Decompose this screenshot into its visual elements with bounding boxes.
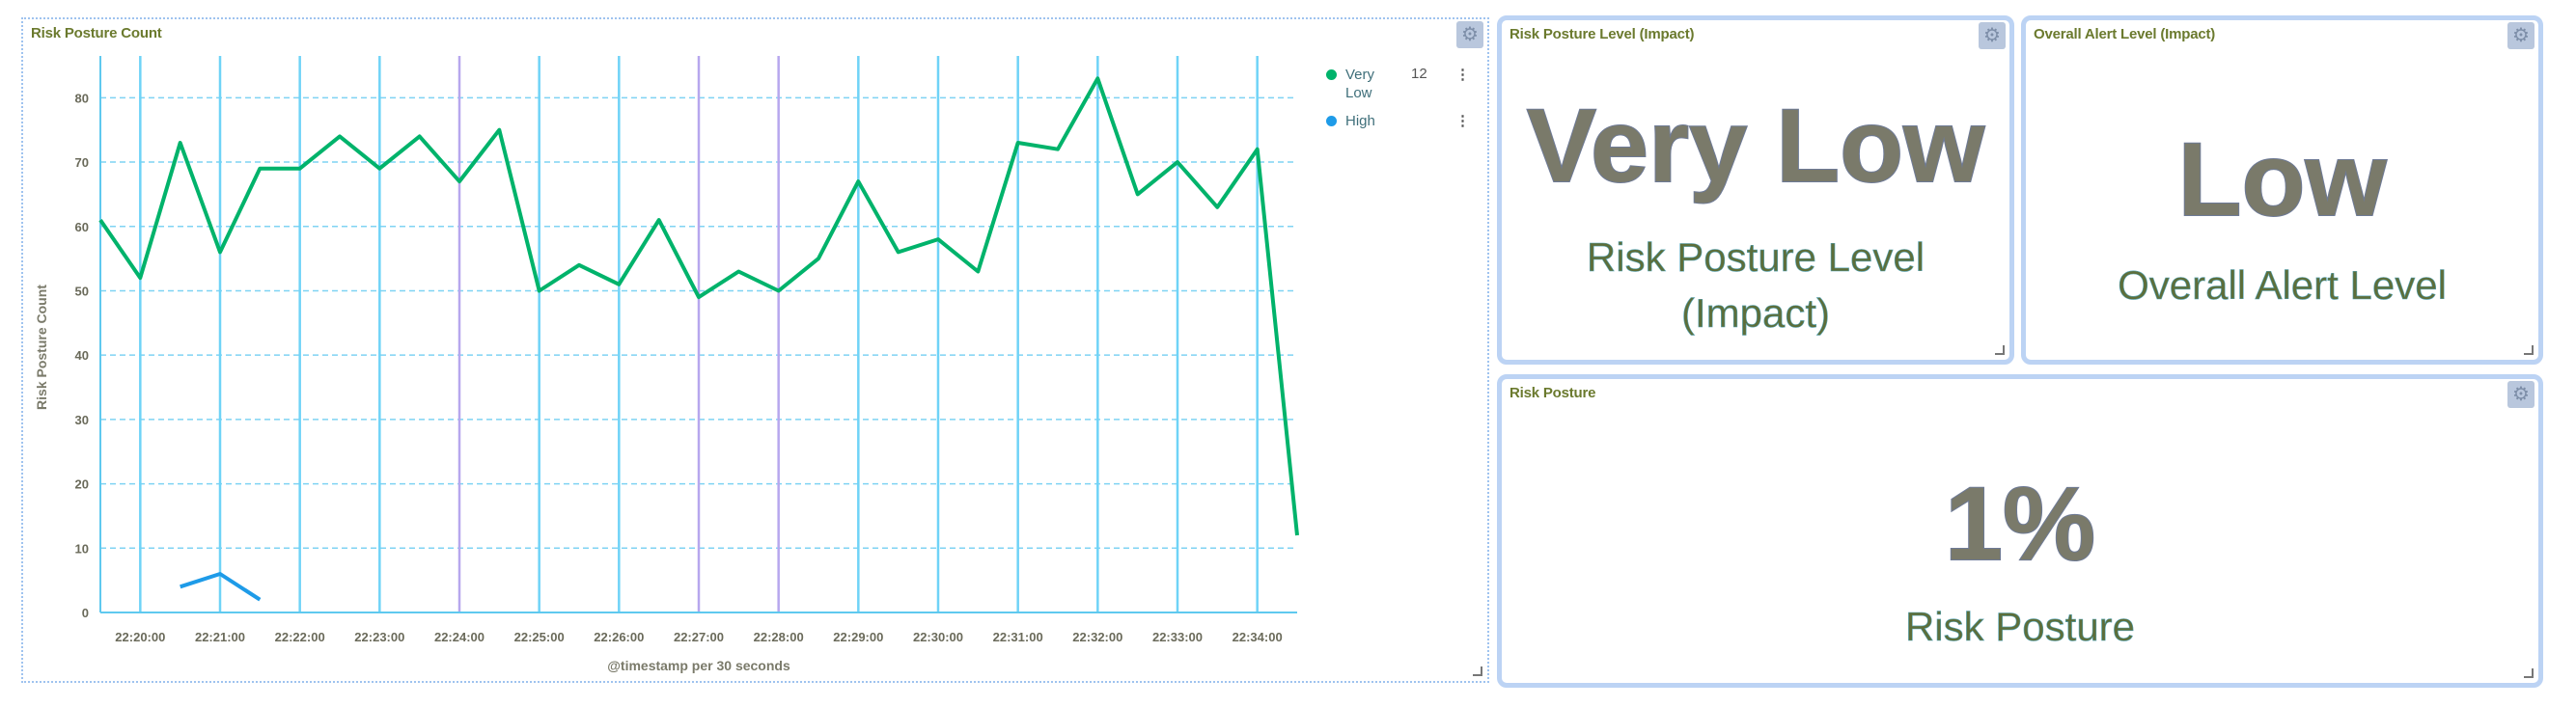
y-tick-label: 30 [75,413,89,427]
x-tick-label: 22:23:00 [354,630,404,644]
x-tick-label: 22:30:00 [913,630,963,644]
metric-label-line2: (Impact) [1680,290,1831,337]
gear-icon[interactable]: ⚙ [2507,381,2534,408]
legend-label: High [1345,113,1375,129]
panel-title: Risk Posture Count [31,25,162,41]
series-line-very-low [98,76,1299,536]
panel-title: Overall Alert Level (Impact) [2034,26,2216,42]
y-tick-label: 40 [75,348,89,363]
metric-value: 1% [1944,465,2096,583]
legend-dot-very-low [1326,69,1337,80]
x-tick-label: 22:21:00 [195,630,245,644]
metric-label: Risk Posture Level (Impact) [1502,230,2009,341]
metric-label: Overall Alert Level [2118,262,2447,309]
x-tick-label: 22:33:00 [1152,630,1203,644]
risk-posture-count-panel: Risk Posture Count ⚙ 0 10 20 30 40 50 60 70 80 22… [21,17,1489,683]
overall-alert-level-panel: Overall Alert Level (Impact) ⚙ Low Overa… [2021,15,2543,365]
kebab-icon[interactable]: ⋮ [1455,67,1470,83]
line-chart: 0 10 20 30 40 50 60 70 80 22:20:00 22:21:00 22:22:0… [34,56,1299,673]
y-tick-label: 20 [75,477,89,492]
resize-handle[interactable] [2524,345,2534,355]
x-tick-label: 22:22:00 [275,630,325,644]
x-tick-label: 22:28:00 [754,630,804,644]
x-axis-label: @timestamp per 30 seconds [607,658,790,673]
resize-handle[interactable] [2524,668,2534,678]
y-tick-label: 0 [82,606,89,620]
x-tick-label: 22:32:00 [1072,630,1122,644]
x-tick-label: 22:31:00 [993,630,1043,644]
panel-title: Risk Posture Level (Impact) [1510,26,1695,42]
x-tick-label: 22:20:00 [115,630,165,644]
legend-value: 12 [1411,66,1427,82]
resize-handle[interactable] [1473,666,1482,676]
x-tick-label: 22:24:00 [434,630,485,644]
x-tick-label: 22:29:00 [833,630,883,644]
y-axis-label: Risk Posture Count [34,285,49,410]
y-tick-label: 70 [75,155,89,170]
risk-posture-panel: Risk Posture ⚙ 1% Risk Posture [1497,374,2543,688]
risk-posture-level-panel: Risk Posture Level (Impact) ⚙ Very Low R… [1497,15,2014,365]
gear-icon[interactable]: ⚙ [1456,21,1483,48]
gear-icon[interactable]: ⚙ [1979,22,2006,49]
y-tick-label: 80 [75,91,89,105]
metric-label: Risk Posture [1904,604,2136,650]
legend-dot-high [1326,116,1337,126]
metric-label-line1: Risk Posture Level [1586,234,1925,281]
y-tick-label: 50 [75,284,89,298]
chart-axes: 0 10 20 30 40 50 60 70 80 22:20:00 22:21:00 22:22:0… [75,56,1297,644]
gear-icon[interactable]: ⚙ [2507,22,2534,49]
chart-series [98,76,1299,602]
x-tick-label: 22:34:00 [1233,630,1283,644]
vertical-markers [139,56,1259,612]
resize-handle[interactable] [1995,345,2005,355]
metric-value: Very Low [1526,87,1985,204]
x-tick-label: 22:27:00 [674,630,724,644]
y-tick-label: 60 [75,220,89,234]
x-tick-label: 22:25:00 [514,630,565,644]
series-line-high [180,572,262,602]
metric-value: Low [2177,121,2388,238]
x-tick-label: 22:26:00 [594,630,644,644]
kebab-icon[interactable]: ⋮ [1455,113,1470,129]
legend-label: Very Low [1345,67,1375,101]
y-tick-label: 10 [75,541,89,556]
panel-title: Risk Posture [1510,385,1596,401]
